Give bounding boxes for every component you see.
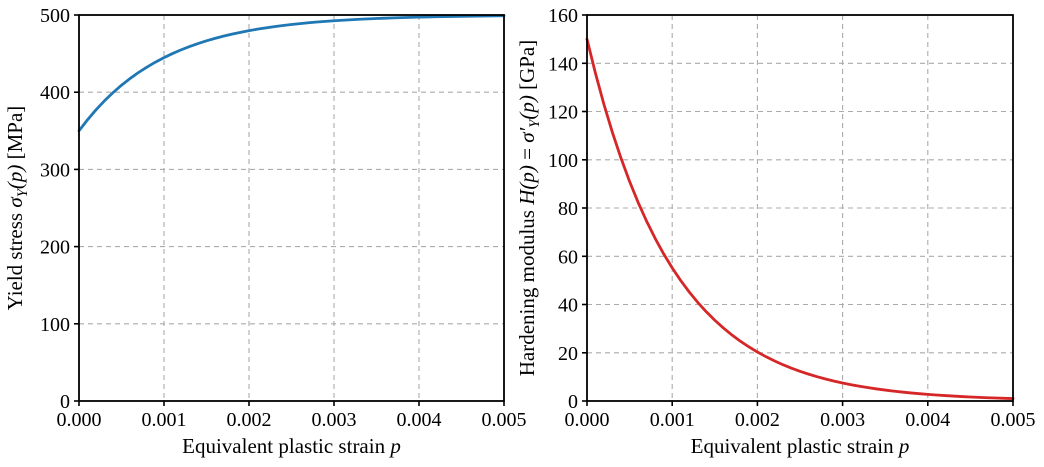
x-axis-label: Equivalent plastic strain p — [182, 434, 401, 458]
y-tick-label: 0 — [60, 391, 70, 413]
y-tick-label: 140 — [548, 53, 578, 75]
x-axis-label: Equivalent plastic strain p — [691, 434, 910, 458]
x-tick-label: 0.002 — [735, 409, 780, 431]
y-tick-label: 0 — [568, 391, 578, 413]
y-tick-label: 160 — [548, 5, 578, 27]
hardening-modulus-plot: 0.000 0.001 0.002 0.003 0.004 0.005 0 20 40 60 80 1… — [515, 5, 1036, 458]
y-tick-label: 100 — [548, 150, 578, 172]
x-tick-label: 0.001 — [650, 409, 695, 431]
y-tick-label: 400 — [40, 82, 70, 104]
yield-stress-plot: 0.000 0.001 0.002 0.003 0.004 0.005 0 100 200 300… — [3, 5, 527, 458]
y-tick-label: 100 — [40, 314, 70, 336]
x-tick-label: 0.000 — [565, 409, 610, 431]
y-tick-label: 120 — [548, 102, 578, 124]
x-tick-label: 0.000 — [57, 409, 102, 431]
axes-frame — [78, 14, 505, 402]
x-tick-label: 0.004 — [905, 409, 950, 431]
yield-stress-curve — [77, 14, 506, 133]
y-tick-label: 500 — [40, 5, 70, 27]
y-tick-label: 20 — [558, 343, 578, 365]
x-tick-label: 0.003 — [312, 409, 357, 431]
x-tick-label: 0.002 — [227, 409, 272, 431]
y-tick-label: 80 — [558, 198, 578, 220]
x-tick-label: 0.001 — [142, 409, 187, 431]
x-tick-label: 0.005 — [482, 409, 527, 431]
y-axis-label: Yield stress σY(p) [MPa] — [3, 106, 31, 311]
y-tick-label: 60 — [558, 246, 578, 268]
x-tick-label: 0.005 — [991, 409, 1036, 431]
y-axis-label: Hardening modulus H(p) = σ′Y(p) [GPa] — [515, 40, 543, 377]
y-tick-label: 40 — [558, 295, 578, 317]
hardening-modulus-curve — [585, 37, 1015, 400]
x-tick-label: 0.004 — [397, 409, 442, 431]
x-tick-label: 0.003 — [820, 409, 865, 431]
y-tick-label: 200 — [40, 237, 70, 259]
y-tick-label: 300 — [40, 159, 70, 181]
